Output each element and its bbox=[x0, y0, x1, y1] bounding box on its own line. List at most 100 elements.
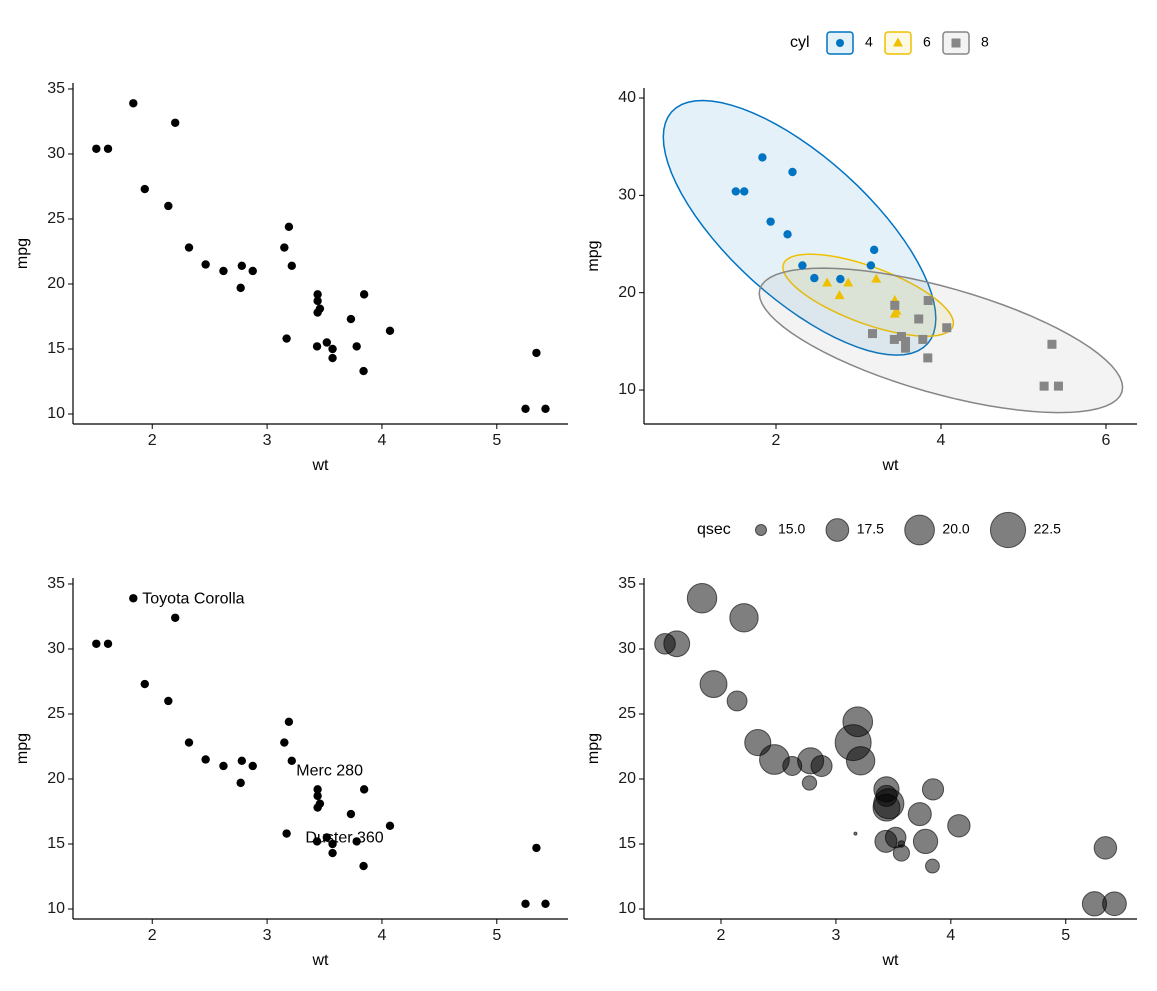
point bbox=[184, 738, 194, 747]
bubble bbox=[654, 632, 676, 655]
point bbox=[896, 331, 906, 341]
legend-symbol bbox=[836, 39, 844, 47]
bubble bbox=[872, 793, 901, 822]
point bbox=[359, 785, 369, 794]
panel: 2 3 4 5 10 15 20 25 30 35 wt mpg Duster 360 Merc 280 T… bbox=[14, 575, 568, 969]
point bbox=[871, 273, 882, 283]
legend-title: cyl bbox=[790, 34, 810, 51]
point bbox=[284, 222, 294, 231]
legend-label: 17.5 bbox=[857, 521, 884, 537]
bubble bbox=[874, 829, 898, 853]
x-tick-label: 3 bbox=[263, 432, 272, 449]
x-tick-label: 4 bbox=[377, 927, 386, 944]
y-tick-label: 40 bbox=[618, 89, 636, 106]
legend-title: qsec bbox=[697, 521, 731, 538]
bubble bbox=[1093, 836, 1118, 860]
point bbox=[236, 778, 245, 788]
y-axis-title: mpg bbox=[14, 733, 31, 764]
point bbox=[869, 245, 879, 255]
point bbox=[541, 404, 550, 413]
point bbox=[766, 217, 775, 226]
y-tick-label: 30 bbox=[47, 640, 65, 657]
point bbox=[1039, 381, 1049, 391]
x-tick-label: 5 bbox=[1061, 927, 1070, 944]
point bbox=[866, 261, 876, 270]
point bbox=[822, 277, 833, 287]
x-axis-title: wt bbox=[882, 952, 900, 969]
y-tick-label: 35 bbox=[618, 575, 636, 592]
bubble bbox=[912, 828, 939, 855]
point bbox=[328, 344, 337, 354]
point bbox=[901, 343, 911, 353]
legend-symbol bbox=[825, 518, 850, 542]
point bbox=[328, 839, 337, 849]
point bbox=[521, 404, 530, 413]
y-tick-label: 25 bbox=[618, 705, 636, 722]
y-tick-label: 15 bbox=[618, 835, 636, 852]
point bbox=[352, 342, 361, 351]
point bbox=[346, 314, 356, 324]
point bbox=[914, 314, 924, 324]
y-tick-label: 20 bbox=[47, 275, 65, 292]
point bbox=[280, 243, 289, 252]
point bbox=[918, 334, 928, 344]
y-tick-label: 15 bbox=[47, 340, 65, 357]
y-tick-label: 30 bbox=[618, 640, 636, 657]
point bbox=[92, 144, 101, 153]
bubble bbox=[801, 775, 818, 791]
point bbox=[129, 99, 138, 108]
x-axis-title: wt bbox=[312, 952, 330, 969]
ellipse bbox=[782, 253, 955, 337]
point bbox=[313, 296, 322, 306]
point bbox=[731, 187, 741, 196]
point bbox=[890, 300, 900, 310]
x-tick-label: 4 bbox=[946, 927, 955, 944]
y-axis-title: mpg bbox=[585, 733, 602, 764]
point-label: Duster 360 bbox=[305, 829, 383, 846]
point bbox=[322, 833, 332, 842]
point bbox=[923, 295, 933, 305]
bubble bbox=[947, 814, 971, 838]
x-tick-label: 2 bbox=[772, 432, 781, 449]
point bbox=[312, 837, 322, 846]
bubble bbox=[726, 690, 748, 712]
legend-symbol bbox=[904, 514, 935, 546]
point bbox=[359, 366, 368, 376]
point bbox=[834, 290, 845, 300]
point bbox=[92, 639, 101, 648]
point bbox=[103, 144, 113, 153]
ellipse bbox=[662, 99, 937, 356]
bubble bbox=[759, 744, 790, 775]
x-tick-label: 5 bbox=[492, 927, 501, 944]
panel: 2 3 4 5 10 15 20 25 30 35 wt mpg bbox=[14, 80, 568, 474]
point bbox=[313, 785, 322, 794]
y-tick-label: 25 bbox=[47, 705, 65, 722]
x-axis-title: wt bbox=[312, 457, 330, 474]
bubble bbox=[921, 778, 945, 801]
point bbox=[1053, 381, 1063, 391]
point bbox=[352, 837, 361, 846]
point bbox=[521, 899, 530, 908]
point bbox=[248, 761, 257, 771]
legend-symbol bbox=[989, 511, 1027, 549]
x-tick-label: 6 bbox=[1102, 432, 1111, 449]
x-tick-label: 2 bbox=[148, 432, 157, 449]
bubble bbox=[907, 802, 932, 827]
point bbox=[541, 899, 550, 908]
x-tick-label: 3 bbox=[831, 927, 840, 944]
point bbox=[282, 829, 291, 838]
bubble bbox=[729, 603, 759, 633]
point bbox=[359, 861, 368, 871]
legend-symbol bbox=[754, 523, 768, 537]
point bbox=[923, 353, 933, 363]
point bbox=[810, 273, 819, 283]
point bbox=[129, 594, 138, 603]
y-tick-label: 10 bbox=[618, 381, 636, 398]
y-tick-label: 20 bbox=[47, 770, 65, 787]
point bbox=[322, 338, 332, 347]
x-tick-label: 4 bbox=[937, 432, 946, 449]
bubble bbox=[1102, 891, 1127, 917]
point bbox=[328, 848, 337, 858]
point bbox=[184, 243, 194, 252]
point bbox=[889, 334, 899, 344]
